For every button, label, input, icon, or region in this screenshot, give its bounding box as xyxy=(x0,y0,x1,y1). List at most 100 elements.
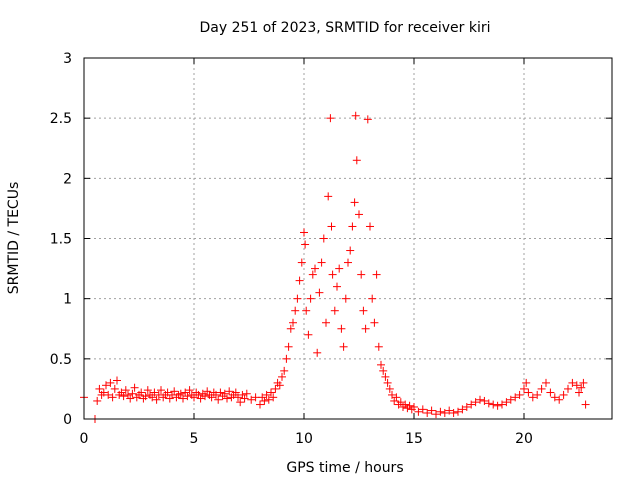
data-point xyxy=(256,400,264,409)
data-point xyxy=(289,318,297,327)
data-point xyxy=(304,330,313,339)
data-point xyxy=(102,381,110,390)
data-point xyxy=(106,378,115,387)
data-point xyxy=(370,318,379,327)
data-point xyxy=(137,388,146,397)
data-point xyxy=(308,270,317,279)
data-point xyxy=(319,234,328,243)
data-point xyxy=(506,395,515,404)
data-point xyxy=(271,384,280,393)
y-axis-label: SRMTID / TECUs xyxy=(6,182,22,295)
x-tick-label: 20 xyxy=(515,431,533,447)
data-point xyxy=(476,395,484,404)
data-point xyxy=(467,400,476,409)
data-point xyxy=(440,408,449,417)
data-point xyxy=(113,376,121,385)
data-point xyxy=(282,354,291,363)
data-point xyxy=(374,342,383,351)
data-point xyxy=(264,395,273,404)
chart-title: Day 251 of 2023, SRMTID for receiver kir… xyxy=(199,20,490,36)
data-point xyxy=(212,390,220,399)
data-points xyxy=(80,111,590,423)
data-point xyxy=(524,388,533,397)
data-point xyxy=(344,258,352,267)
x-tick-label: 10 xyxy=(295,431,313,447)
data-point xyxy=(559,390,568,399)
data-point xyxy=(498,400,506,409)
data-point xyxy=(297,258,306,267)
data-point xyxy=(183,392,192,401)
data-point xyxy=(278,372,286,381)
data-point xyxy=(346,246,355,255)
data-point xyxy=(575,388,583,397)
data-point xyxy=(381,372,390,381)
data-point xyxy=(377,360,385,369)
data-point xyxy=(414,407,423,416)
data-point xyxy=(341,294,350,303)
data-point xyxy=(225,387,234,396)
data-point xyxy=(326,114,335,123)
data-point xyxy=(126,394,135,403)
data-point xyxy=(388,390,396,399)
data-point xyxy=(267,388,275,397)
data-point xyxy=(511,393,520,402)
data-point xyxy=(361,324,370,333)
data-point xyxy=(436,407,445,416)
data-point xyxy=(572,381,581,390)
data-point xyxy=(449,408,458,417)
data-point xyxy=(351,111,360,120)
data-point xyxy=(280,366,289,375)
data-point xyxy=(317,258,326,267)
data-point xyxy=(352,156,361,165)
x-tick-label: 0 xyxy=(80,431,89,447)
data-point xyxy=(201,392,209,401)
y-tick-label: 2.5 xyxy=(50,111,72,127)
data-point xyxy=(324,192,333,201)
data-point xyxy=(390,396,399,405)
data-point xyxy=(396,398,405,407)
data-point xyxy=(502,398,511,407)
data-point xyxy=(275,381,284,390)
data-point xyxy=(306,294,315,303)
data-point xyxy=(385,384,394,393)
data-point xyxy=(528,393,537,402)
data-point xyxy=(368,294,377,303)
data-point xyxy=(555,395,564,404)
data-point xyxy=(286,324,295,333)
data-point xyxy=(300,228,308,237)
data-point xyxy=(207,393,216,402)
x-tick-label: 15 xyxy=(405,431,423,447)
data-point xyxy=(301,240,310,249)
data-point xyxy=(262,390,271,399)
data-point xyxy=(295,276,304,285)
data-point xyxy=(119,392,128,401)
data-point xyxy=(579,378,588,387)
data-point xyxy=(542,378,550,387)
data-point xyxy=(359,306,368,315)
data-point xyxy=(335,264,344,273)
data-point xyxy=(372,270,381,279)
data-point xyxy=(327,222,336,231)
data-point xyxy=(108,393,117,402)
y-tick-label: 3 xyxy=(63,51,72,67)
data-point xyxy=(242,389,251,398)
y-tick-label: 1 xyxy=(63,292,72,308)
data-point xyxy=(423,408,432,417)
data-point xyxy=(185,386,194,395)
data-point xyxy=(363,115,372,124)
data-point xyxy=(546,388,555,397)
data-point xyxy=(337,324,346,333)
data-point xyxy=(383,378,392,387)
data-point xyxy=(293,294,302,303)
data-point xyxy=(493,401,502,410)
x-axis-label: GPS time / hours xyxy=(286,460,403,476)
data-point xyxy=(366,222,374,231)
data-point xyxy=(315,288,324,297)
ticks: 0 5 10 15 20 0 0.5 1 1.5 2 2.5 3 xyxy=(50,51,612,447)
data-point xyxy=(104,390,113,399)
data-point xyxy=(170,387,179,396)
data-point xyxy=(121,386,130,395)
data-point xyxy=(480,396,489,405)
data-point xyxy=(537,384,546,393)
data-point xyxy=(130,383,139,392)
